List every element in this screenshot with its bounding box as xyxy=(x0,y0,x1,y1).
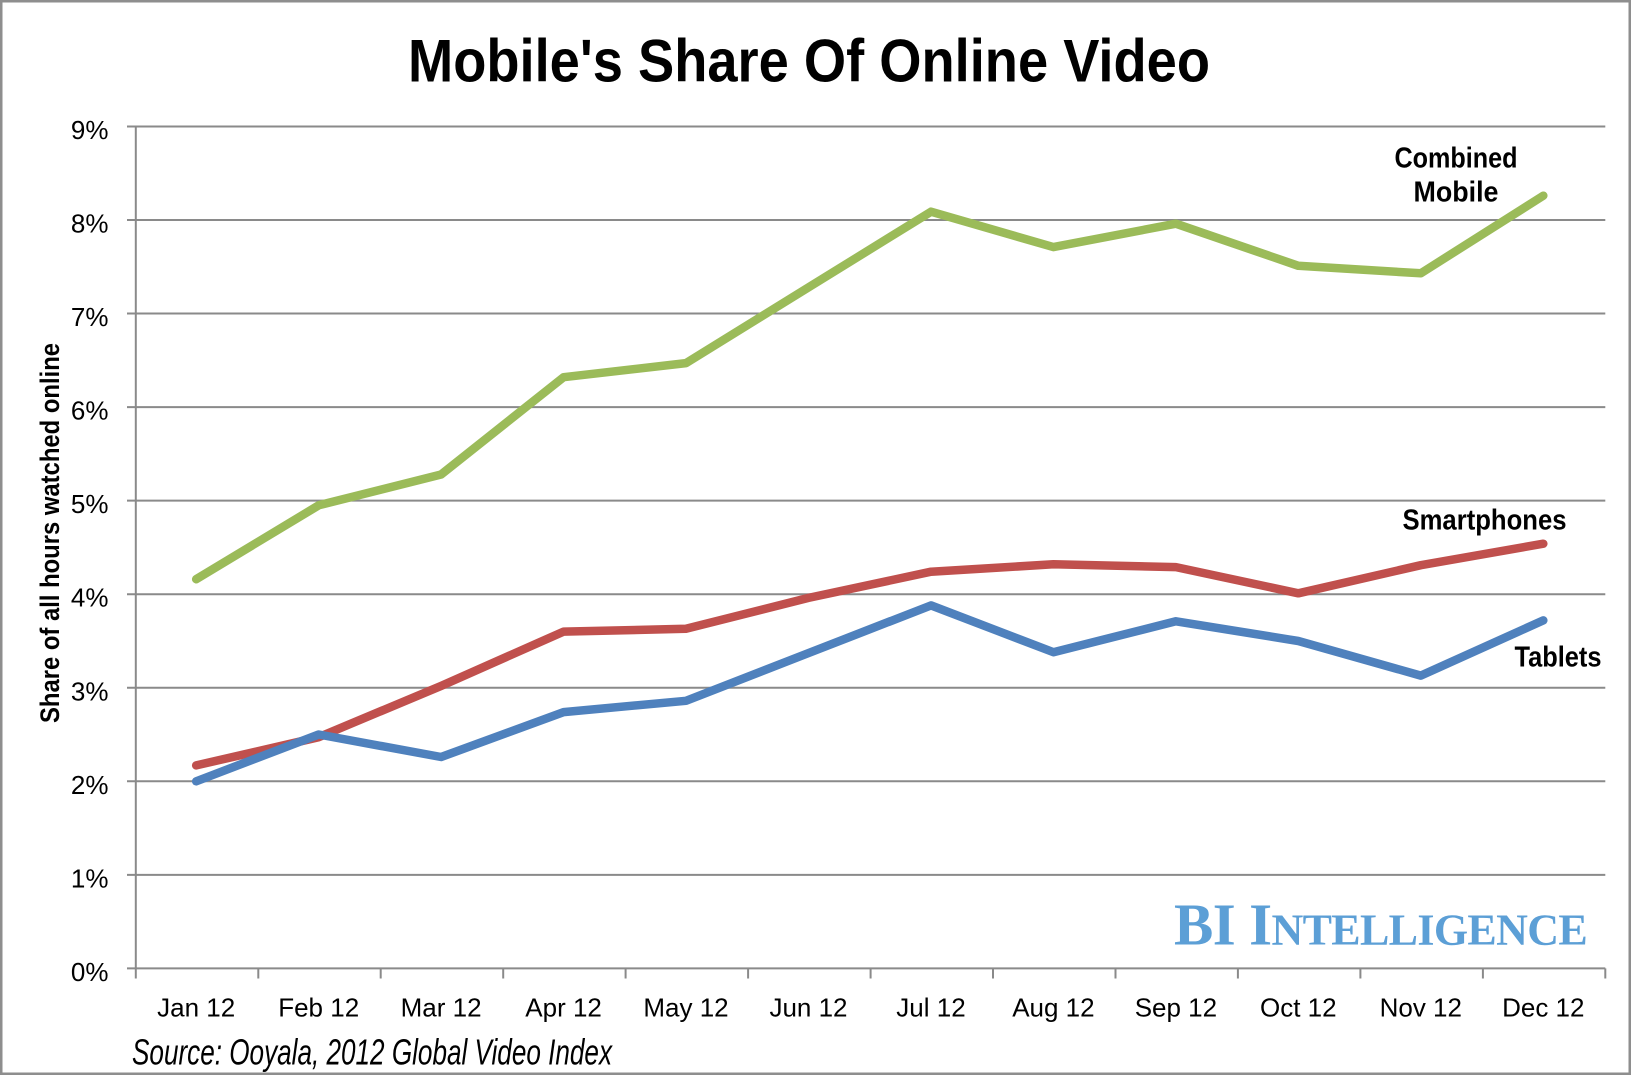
svg-text:Combined: Combined xyxy=(1395,142,1518,174)
svg-text:9%: 9% xyxy=(71,115,109,145)
svg-text:1%: 1% xyxy=(71,863,109,893)
svg-text:7%: 7% xyxy=(71,302,109,332)
svg-text:Dec 12: Dec 12 xyxy=(1502,993,1584,1023)
svg-text:Mar 12: Mar 12 xyxy=(401,993,482,1023)
svg-text:4%: 4% xyxy=(71,583,109,613)
svg-text:Share of all hours watched onl: Share of all hours watched online xyxy=(35,343,65,723)
svg-text:Jul 12: Jul 12 xyxy=(896,993,965,1023)
svg-text:8%: 8% xyxy=(71,209,109,239)
svg-text:2%: 2% xyxy=(71,770,109,800)
svg-text:Jun 12: Jun 12 xyxy=(769,993,847,1023)
svg-text:Nov 12: Nov 12 xyxy=(1380,993,1462,1023)
svg-text:Oct 12: Oct 12 xyxy=(1260,993,1337,1023)
svg-text:May 12: May 12 xyxy=(643,993,728,1023)
svg-text:Feb 12: Feb 12 xyxy=(278,993,359,1023)
svg-text:BI INTELLIGENCE: BI INTELLIGENCE xyxy=(1174,892,1587,958)
svg-text:3%: 3% xyxy=(71,676,109,706)
svg-text:5%: 5% xyxy=(71,489,109,519)
svg-text:Mobile: Mobile xyxy=(1414,176,1499,208)
svg-text:0%: 0% xyxy=(71,957,109,987)
svg-text:Smartphones: Smartphones xyxy=(1403,505,1567,537)
svg-text:Apr 12: Apr 12 xyxy=(525,993,602,1023)
svg-text:Jan 12: Jan 12 xyxy=(157,993,235,1023)
svg-text:Aug 12: Aug 12 xyxy=(1012,993,1094,1023)
svg-text:6%: 6% xyxy=(71,396,109,426)
svg-text:Source: Ooyala, 2012 Global Vi: Source: Ooyala, 2012 Global Video Index xyxy=(132,1031,613,1072)
svg-text:Mobile's Share Of Online Video: Mobile's Share Of Online Video xyxy=(408,28,1210,95)
svg-text:Tablets: Tablets xyxy=(1515,642,1602,674)
svg-text:Sep 12: Sep 12 xyxy=(1135,993,1217,1023)
